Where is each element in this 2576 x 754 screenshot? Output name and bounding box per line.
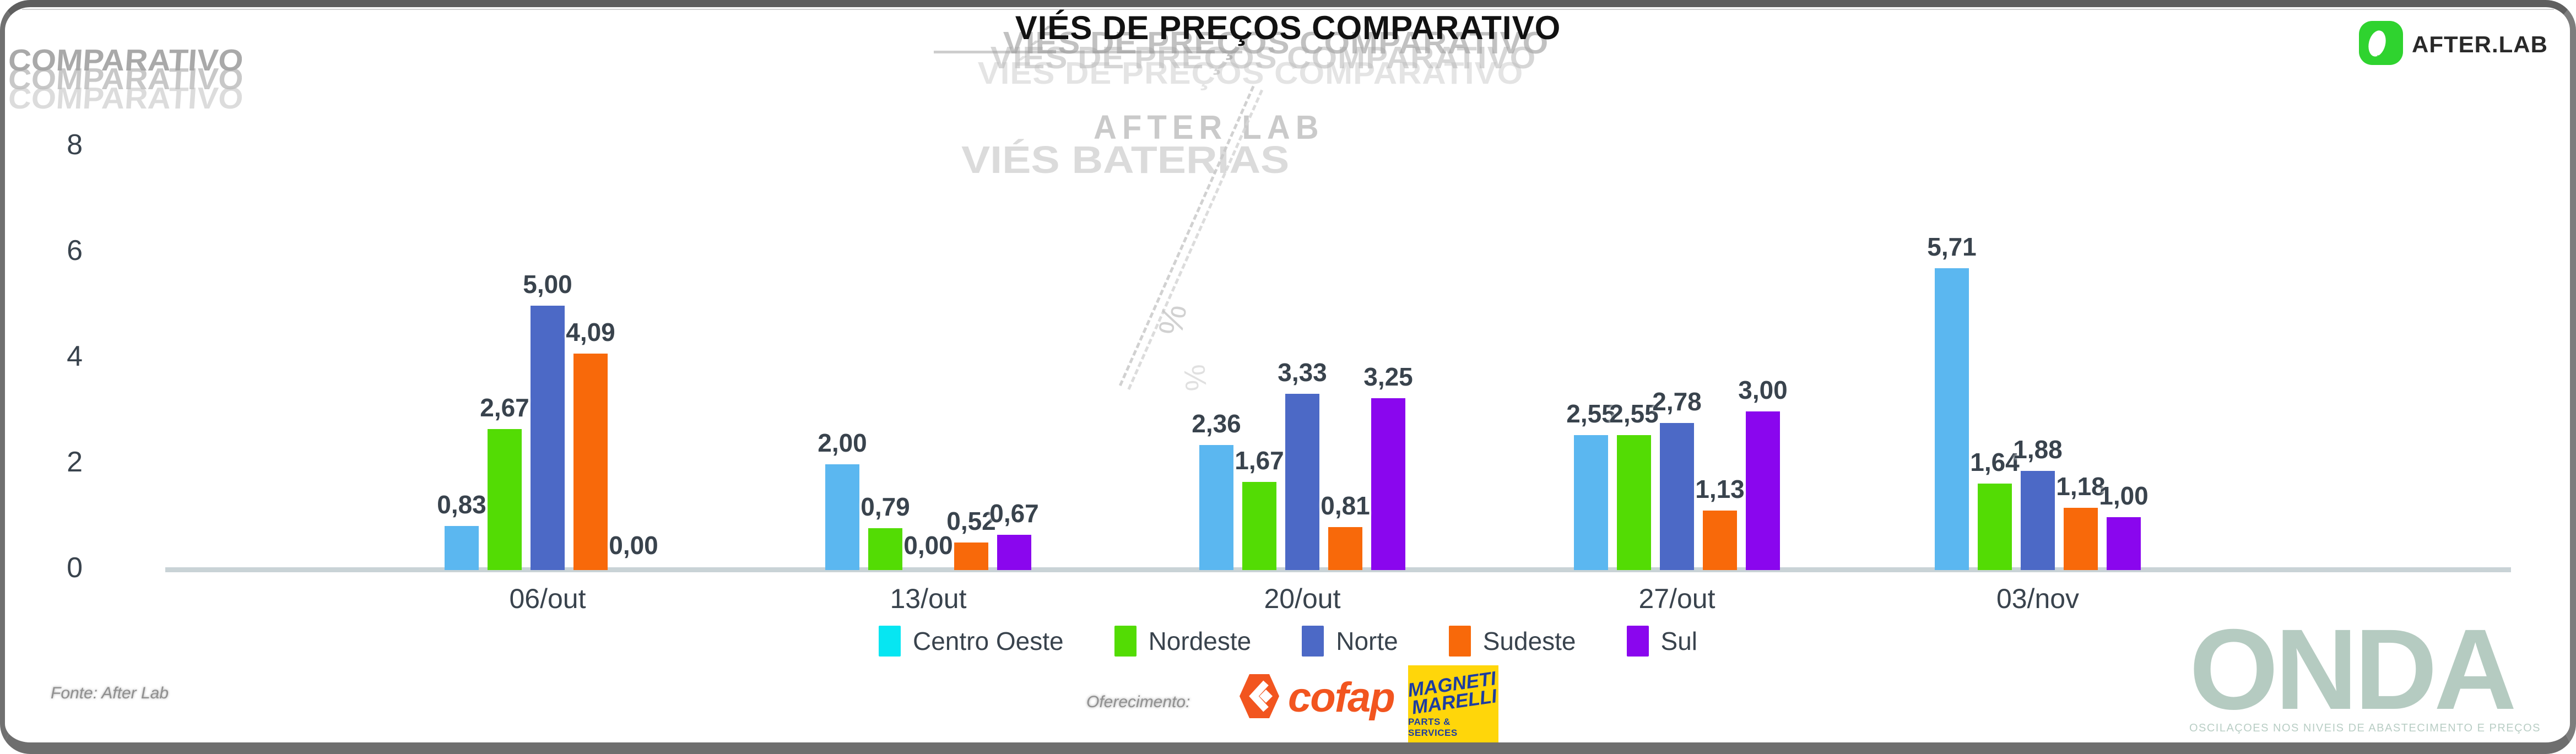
legend-item-nordeste: Nordeste	[1114, 626, 1252, 657]
magneti-marelli-wordmark: MAGNETI MARELLI	[1406, 668, 1500, 719]
sponsor-label: Oferecimento:	[1086, 693, 1190, 711]
value-label: 0,67	[989, 499, 1039, 528]
bar-nordeste-13-out	[868, 528, 902, 570]
value-label: 3,33	[1278, 358, 1327, 387]
x-axis-category-label: 27/out	[1638, 583, 1715, 614]
value-label: 5,71	[1927, 232, 1977, 261]
value-label: 0,83	[437, 490, 486, 519]
bar-sul-13-out	[997, 535, 1031, 570]
bar-centro-oeste-20-out	[1199, 445, 1233, 570]
bar-nordeste-06-out	[488, 429, 522, 570]
x-axis-category-label: 06/out	[509, 583, 586, 614]
legend-item-sudeste: Sudeste	[1448, 626, 1576, 657]
legend-swatch	[1302, 626, 1324, 657]
value-label: 2,55	[1566, 399, 1616, 428]
y-axis-tick-label: 6	[67, 235, 83, 267]
legend-label: Sul	[1660, 627, 1697, 655]
value-label: 0,79	[861, 492, 910, 521]
page-title: VIÉS DE PREÇOS COMPARATIVO	[1015, 9, 1561, 46]
value-label: 2,78	[1652, 387, 1702, 416]
x-axis-category-label: 13/out	[890, 583, 967, 614]
bar-norte-20-out	[1285, 394, 1319, 570]
bar-norte-03-nov	[2021, 471, 2055, 570]
bar-norte-06-out	[531, 306, 565, 570]
bar-sul-03-nov	[2107, 517, 2141, 570]
legend-swatch	[1626, 626, 1649, 657]
value-label: 1,67	[1235, 446, 1284, 475]
legend-swatch	[1448, 626, 1471, 657]
value-label: 1,18	[2056, 472, 2106, 501]
bar-norte-27-out	[1660, 423, 1694, 570]
y-axis-tick-label: 4	[67, 340, 83, 372]
cofap-logo: cofap	[1238, 673, 1395, 722]
bar-nordeste-20-out	[1242, 482, 1276, 570]
legend-label: Norte	[1336, 627, 1398, 655]
legend-swatch	[879, 626, 901, 657]
value-label: 1,88	[2013, 435, 2063, 464]
magneti-marelli-logo: MAGNETI MARELLI PARTS & SERVICES	[1406, 665, 1500, 749]
afterlab-ghost-text: AFTER LAB	[1094, 109, 1324, 147]
top-hairline	[22, 9, 2554, 10]
value-label: 3,25	[1363, 362, 1413, 391]
cofap-logo-text: cofap	[1288, 674, 1395, 721]
legend-item-centro-oeste: Centro Oeste	[879, 626, 1064, 657]
title-ghost-echo: VIÉS DE PREÇOS COMPARATIVO	[1003, 25, 1549, 61]
title-ghost-echo: VIÉS DE PREÇOS COMPARATIVO	[977, 55, 1524, 91]
percent-ghost: %	[1177, 363, 1213, 393]
afterlab-logo-text: AFTER.LAB	[2412, 31, 2548, 57]
bar-sudeste-27-out	[1703, 511, 1737, 570]
chart-legend: Centro Oeste Nordeste Norte Sudeste Sul	[0, 626, 2576, 657]
value-label: 5,00	[523, 270, 572, 299]
bar-sul-27-out	[1746, 411, 1780, 570]
y-axis-tick-label: 8	[67, 129, 83, 161]
legend-label: Sudeste	[1482, 627, 1576, 655]
title-ghost-underline	[934, 51, 1242, 53]
onda-wordmark: ONDA	[2189, 606, 2517, 734]
legend-label: Centro Oeste	[913, 627, 1064, 655]
bar-sudeste-13-out	[954, 543, 988, 570]
value-label: 2,36	[1192, 409, 1241, 438]
value-label: 1,13	[1695, 475, 1745, 503]
legend-item-sul: Sul	[1626, 626, 1697, 657]
x-axis-category-label: 03/nov	[1996, 583, 2080, 614]
value-label: 0,81	[1321, 491, 1370, 520]
bar-centro-oeste-06-out	[445, 526, 479, 570]
title-ghost-echo: VIÉS DE PREÇOS COMPARATIVO	[990, 40, 1536, 75]
bar-sudeste-03-nov	[2064, 508, 2098, 570]
legend-item-norte: Norte	[1302, 626, 1398, 657]
bar-sudeste-20-out	[1328, 527, 1362, 570]
afterlab-leaf-icon	[2359, 21, 2403, 68]
y-axis-tick-label: 2	[67, 446, 83, 478]
bar-centro-oeste-03-nov	[1935, 268, 1969, 570]
value-label: 1,64	[1970, 448, 2020, 476]
bar-sul-20-out	[1371, 398, 1405, 570]
bar-centro-oeste-13-out	[825, 464, 859, 570]
bar-centro-oeste-27-out	[1574, 435, 1608, 570]
value-label: 0,52	[946, 507, 996, 535]
y-axis-tick-label: 0	[67, 552, 83, 584]
baterias-ghost-text: VIÉS BATERIAS	[961, 138, 1290, 181]
cofap-hexagon-icon	[1238, 673, 1280, 722]
value-label: 2,00	[818, 428, 867, 457]
value-label: 0,00	[609, 531, 658, 560]
value-label: 4,09	[566, 318, 615, 346]
x-axis-category-label: 20/out	[1264, 583, 1341, 614]
legend-label: Nordeste	[1148, 627, 1252, 655]
value-label: 1,00	[2099, 481, 2149, 510]
afterlab-logo: AFTER.LAB	[2359, 21, 2548, 68]
legend-swatch	[1114, 626, 1137, 657]
value-label: 0,00	[903, 531, 953, 560]
value-label: 2,67	[480, 393, 529, 422]
bar-nordeste-27-out	[1617, 435, 1651, 570]
onda-tagline: OSCILAÇOES NOS NIVEIS DE ABASTECIMENTO E…	[2189, 722, 2541, 734]
source-note: Fonte: After Lab	[51, 684, 169, 702]
bar-sudeste-06-out	[573, 354, 608, 570]
bar-nordeste-03-nov	[1978, 484, 2012, 570]
value-label: 3,00	[1738, 376, 1788, 404]
onda-brand: ONDA OSCILAÇOES NOS NIVEIS DE ABASTECIME…	[2189, 606, 2541, 735]
value-label: 2,55	[1609, 399, 1659, 428]
parts-services-text: PARTS & SERVICES	[1408, 717, 1458, 739]
